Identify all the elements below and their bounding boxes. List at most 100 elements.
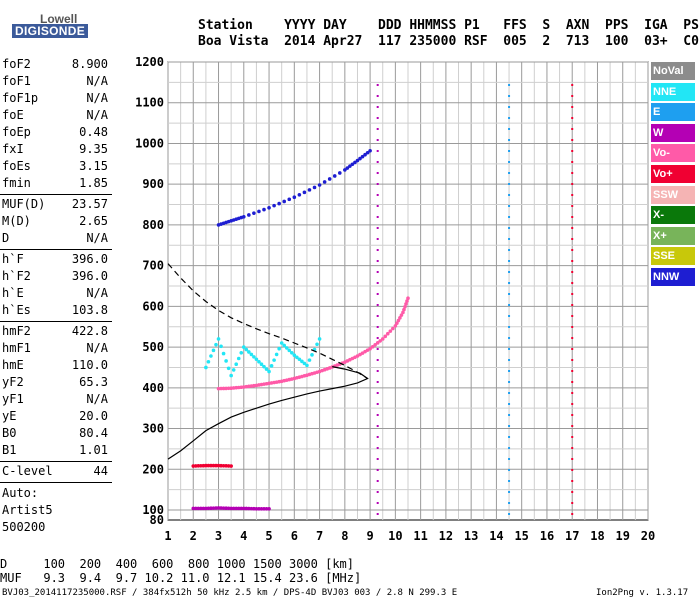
trace-point [350, 162, 355, 167]
parameter-row: hmF1 N/A [2, 340, 108, 357]
trace-point [257, 209, 261, 214]
parameter-value: N/A [86, 91, 108, 105]
parameter-row: hmE 110.0 [2, 357, 108, 374]
trace-point [226, 464, 231, 468]
trace-point [219, 344, 223, 349]
trace-point [206, 359, 211, 364]
parameter-row: foF1 N/A [2, 73, 108, 90]
parameter-name: foF1 [2, 74, 31, 88]
trace-point [259, 362, 264, 366]
trace-point [216, 506, 221, 510]
y-tick-label: 600 [142, 299, 164, 313]
parameter-row: h`F 396.0 [2, 251, 108, 268]
trace-point [196, 464, 201, 468]
trace-point [302, 361, 307, 366]
parameter-name: h`E [2, 286, 24, 300]
trace-point [221, 506, 226, 510]
trace-point [404, 302, 408, 306]
auto-info-line: 500200 [2, 520, 46, 534]
trace-point [244, 347, 249, 352]
trace-point [380, 337, 385, 341]
y-tick-label: 700 [142, 259, 164, 273]
y-tick-label: 1100 [135, 96, 164, 110]
trace-point [234, 506, 239, 511]
trace-point [224, 464, 228, 468]
trace-point [204, 365, 208, 370]
trace-point [402, 307, 406, 312]
x-tick-label: 19 [616, 529, 630, 543]
chart-marks [167, 82, 574, 515]
x-tick-label: 14 [489, 529, 503, 543]
trace-point [375, 341, 380, 345]
trace-point [393, 324, 398, 328]
x-tick-label: 5 [265, 529, 272, 543]
x-tick-label: 11 [413, 529, 427, 543]
trace-point [209, 354, 213, 358]
trace-point [254, 357, 259, 362]
trace-point [269, 364, 274, 368]
legend-item: X- [651, 206, 695, 225]
parameter-name: M(D) [2, 214, 31, 228]
trace-point [348, 164, 352, 168]
trace-point [355, 158, 360, 163]
trace-point [292, 195, 297, 200]
trace-point [224, 359, 228, 363]
trace-point [312, 185, 317, 190]
trace-point [229, 506, 233, 511]
trace-point [201, 463, 206, 468]
parameter-row: foF1p N/A [2, 90, 108, 107]
y-tick-label: 300 [142, 422, 164, 436]
trace-point [214, 506, 218, 510]
parameter-value: 2.65 [79, 214, 108, 228]
legend-item: E [651, 103, 695, 122]
trace-point [216, 337, 221, 341]
parameter-row: MUF(D) 23.57 [2, 196, 108, 213]
y-tick-label: 900 [142, 177, 164, 191]
parameter-name: B0 [2, 426, 17, 440]
parameter-separator [0, 249, 112, 250]
trace-point [239, 350, 244, 355]
trace-point [385, 331, 390, 336]
parameter-name: hmF1 [2, 341, 31, 355]
y-tick-label: 100 [142, 503, 164, 517]
trace-point [229, 464, 233, 468]
y-tick-label: 80 [150, 513, 164, 527]
y-tick-label: 500 [142, 340, 164, 354]
parameter-value: 20.0 [79, 409, 108, 423]
electron-density-profile [167, 366, 369, 460]
trace-point [226, 366, 231, 371]
trace-point [307, 188, 312, 192]
trace-point [262, 506, 266, 511]
trace-point [307, 358, 312, 362]
trace-point [406, 296, 410, 301]
trace-point [193, 464, 198, 468]
trace-point [398, 316, 402, 320]
trace-point [322, 180, 327, 184]
auto-info-line: Artist5 [2, 503, 53, 517]
parameter-row: foEp 0.48 [2, 124, 108, 141]
parameter-value: 3.15 [79, 159, 108, 173]
trace-point [229, 373, 233, 378]
trace-point [272, 358, 276, 362]
trace-point [199, 506, 203, 511]
trace-point [332, 174, 337, 178]
trace-point [297, 192, 302, 197]
trace-point [287, 197, 292, 202]
trace-point [277, 346, 281, 351]
trace-point [249, 352, 254, 357]
auto-info-line: Auto: [2, 486, 39, 500]
parameter-value: 1.85 [79, 176, 108, 190]
header-labels: Station YYYY DAY DDD HHMMSS P1 FFS S AXN… [198, 18, 699, 33]
trace-point [337, 171, 342, 175]
parameter-name: hmF2 [2, 324, 31, 338]
trace-point [262, 364, 266, 369]
trace-point [403, 304, 407, 309]
parameter-name: foEp [2, 125, 31, 139]
trace-point [282, 199, 287, 204]
trace-point [221, 351, 226, 356]
trace-point [211, 348, 216, 353]
trace-point [345, 166, 350, 170]
trace-point [241, 345, 246, 349]
parameter-value: 422.8 [71, 324, 108, 338]
